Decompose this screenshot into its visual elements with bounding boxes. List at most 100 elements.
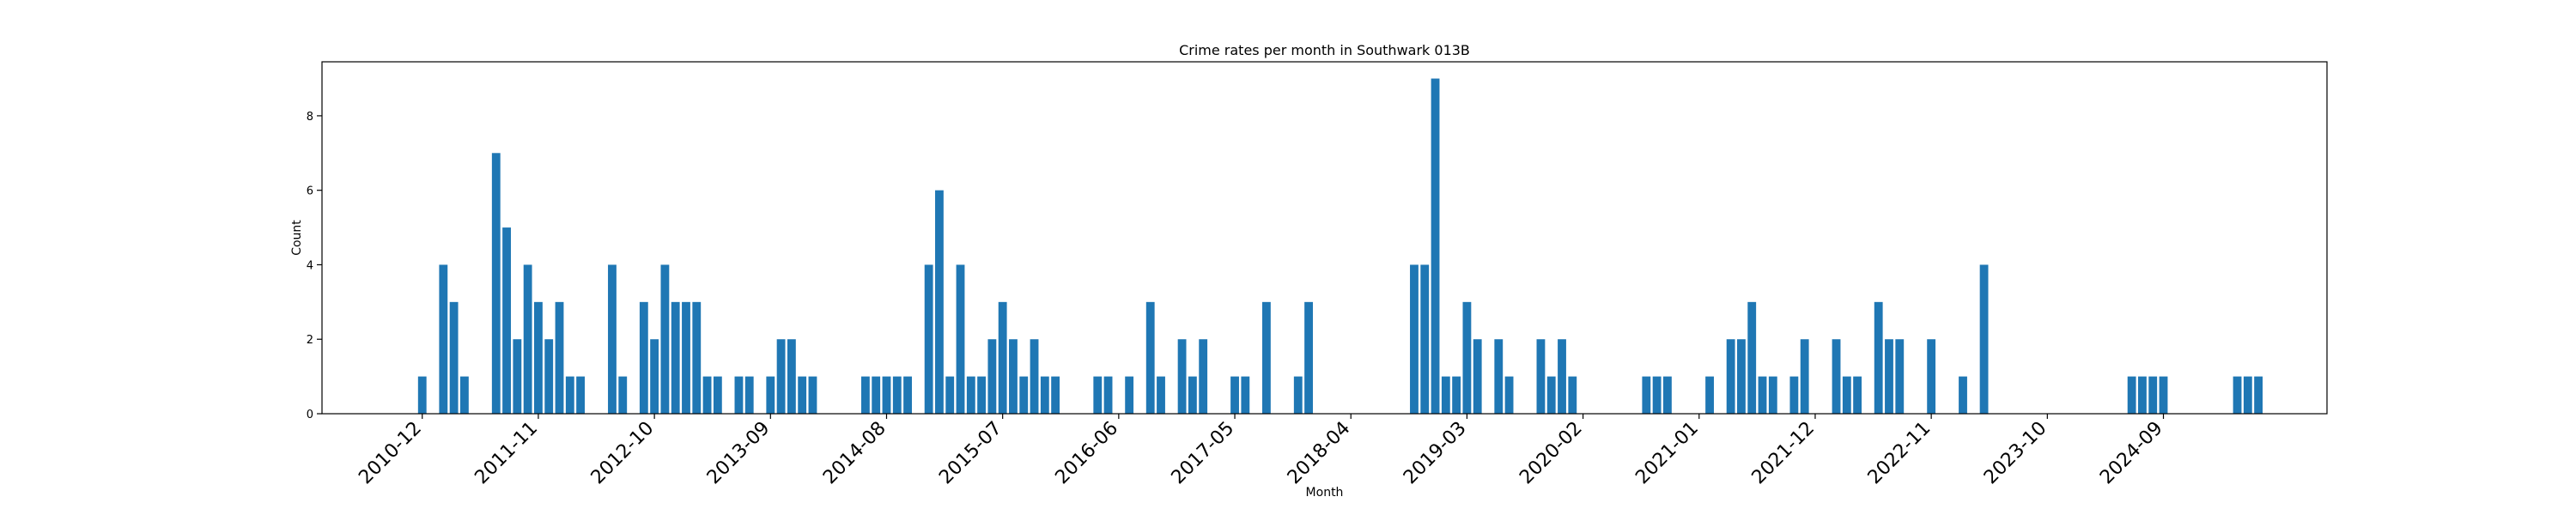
y-axis: 0 2 4 6 8	[307, 111, 322, 421]
bar	[565, 376, 574, 414]
bar	[1462, 301, 1472, 414]
bar	[1959, 376, 1967, 414]
x-tick-label: 2015-07	[935, 418, 1006, 489]
bar	[1558, 339, 1566, 414]
bar	[744, 376, 754, 414]
bar	[787, 339, 796, 414]
bar	[1536, 339, 1546, 414]
x-tick-label: 2021-01	[1631, 418, 1703, 489]
bar	[1473, 339, 1482, 414]
bar	[618, 376, 628, 414]
bar	[534, 301, 543, 414]
bar	[660, 264, 670, 414]
bar	[1103, 376, 1113, 414]
bar	[1789, 376, 1799, 414]
bar	[713, 376, 722, 414]
bar	[702, 376, 712, 414]
bar	[1452, 376, 1461, 414]
x-tick-label: 2011-11	[471, 418, 543, 489]
x-tick-label: 2024-09	[2096, 418, 2167, 489]
bar	[1737, 339, 1746, 414]
bar	[977, 376, 987, 414]
bar	[1768, 376, 1777, 414]
y-axis-label: Count	[290, 220, 304, 256]
bar	[2243, 376, 2252, 414]
bar	[1030, 339, 1039, 414]
bar	[924, 264, 933, 414]
bar	[2138, 376, 2147, 414]
bar	[1051, 376, 1060, 414]
bar	[798, 376, 807, 414]
bar	[903, 376, 912, 414]
bar	[1293, 376, 1303, 414]
bar	[966, 376, 975, 414]
bar	[1188, 376, 1197, 414]
bar	[639, 301, 648, 414]
y-tick-label: 8	[307, 111, 313, 124]
bar	[608, 264, 617, 414]
bar	[1885, 339, 1893, 414]
bar	[1642, 376, 1651, 414]
x-tick-label: 2013-09	[703, 418, 775, 489]
bar	[491, 153, 501, 414]
bar	[872, 376, 881, 414]
x-tick-label: 2020-02	[1516, 418, 1587, 489]
bar	[1747, 301, 1757, 414]
bar	[892, 376, 902, 414]
x-tick-label: 2023-10	[1980, 418, 2051, 489]
bar	[1261, 301, 1271, 414]
bar	[860, 376, 870, 414]
chart-title: Crime rates per month in Southwark 013B	[1179, 42, 1470, 58]
x-tick-label: 2022-11	[1864, 418, 1935, 489]
bar	[1652, 376, 1662, 414]
bar	[1758, 376, 1767, 414]
bar	[766, 376, 775, 414]
bar	[1568, 376, 1577, 414]
bar	[650, 339, 659, 414]
x-tick-label: 2017-05	[1168, 418, 1239, 489]
bar	[1927, 339, 1936, 414]
bar	[555, 301, 564, 414]
bar	[1241, 376, 1250, 414]
bar	[1019, 376, 1029, 414]
bar	[1093, 376, 1103, 414]
bar	[987, 339, 997, 414]
bar	[882, 376, 891, 414]
bar	[692, 301, 702, 414]
bar	[576, 376, 586, 414]
bar	[2254, 376, 2263, 414]
y-tick-label: 6	[307, 185, 313, 198]
bar	[935, 190, 944, 414]
bar	[2148, 376, 2158, 414]
x-tick-label: 2012-10	[587, 418, 659, 489]
bar	[1230, 376, 1239, 414]
bar	[1125, 376, 1134, 414]
bar	[1853, 376, 1862, 414]
bar	[2233, 376, 2242, 414]
bar	[808, 376, 817, 414]
bar	[1874, 301, 1883, 414]
bar	[734, 376, 744, 414]
x-tick-label: 2016-06	[1051, 418, 1122, 489]
bar	[1177, 339, 1187, 414]
bar	[776, 339, 786, 414]
bar	[523, 264, 532, 414]
x-tick-label: 2018-04	[1284, 418, 1355, 489]
bar	[1504, 376, 1514, 414]
bar	[1431, 78, 1440, 415]
bar	[459, 376, 469, 414]
bars-group	[417, 78, 2263, 415]
bar	[1157, 376, 1165, 414]
bar	[1800, 339, 1809, 414]
x-axis-label: Month	[1306, 486, 1344, 500]
bar	[671, 301, 680, 414]
bar	[502, 227, 511, 414]
bar	[1895, 339, 1905, 414]
y-tick-label: 0	[307, 409, 313, 421]
bar	[513, 339, 522, 414]
x-tick-label: 2014-08	[819, 418, 890, 489]
bar	[1546, 376, 1556, 414]
bar	[1494, 339, 1504, 414]
bar	[1199, 339, 1208, 414]
bar	[1832, 339, 1841, 414]
